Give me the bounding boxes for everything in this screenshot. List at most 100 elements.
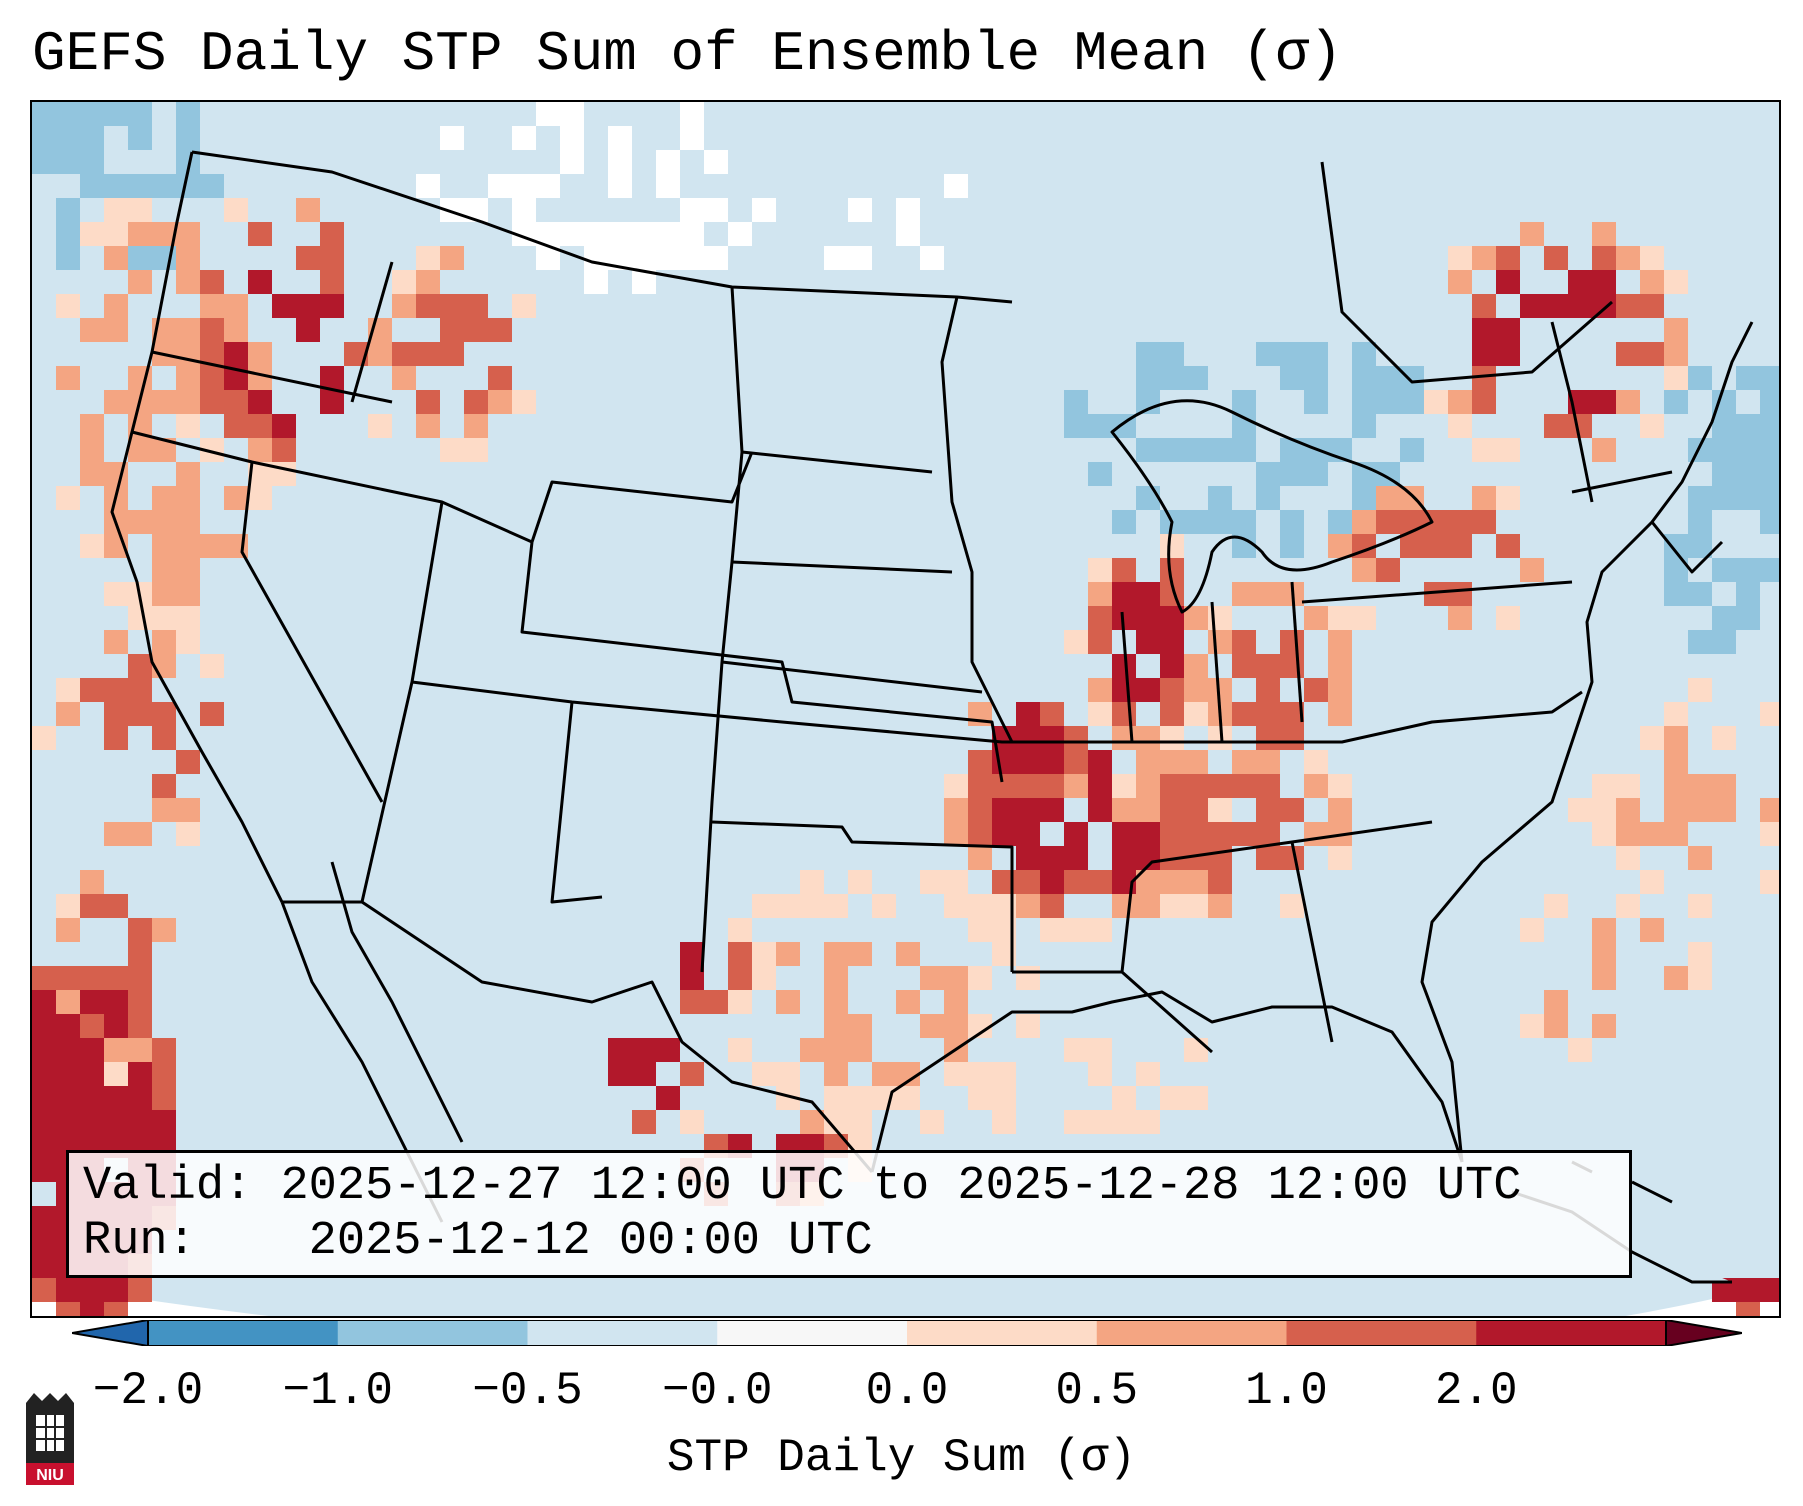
stp-cell	[872, 1062, 896, 1086]
stp-cell	[1112, 1086, 1136, 1110]
stp-cell	[680, 1110, 704, 1134]
stp-cell	[1112, 798, 1136, 822]
stp-cell	[1400, 366, 1424, 390]
stp-cell	[1160, 798, 1184, 822]
stp-cell	[176, 630, 200, 654]
stp-cell	[1640, 918, 1664, 942]
stp-cell	[848, 1014, 872, 1038]
stp-cell	[1400, 438, 1424, 462]
colorbar-bin	[907, 1320, 1098, 1346]
stp-cell	[176, 798, 200, 822]
stp-cell	[152, 510, 176, 534]
stp-cell	[1448, 414, 1472, 438]
stp-cell	[1568, 798, 1592, 822]
stp-cell	[1112, 582, 1136, 606]
stp-cell	[896, 942, 920, 966]
stp-cell	[1232, 822, 1256, 846]
stp-cell	[944, 1014, 968, 1038]
stp-cell	[440, 342, 464, 366]
stp-cell	[152, 534, 176, 558]
stp-cell	[1256, 486, 1280, 510]
stp-cell	[992, 1110, 1016, 1134]
stp-cell	[1184, 894, 1208, 918]
stp-cell	[704, 198, 728, 222]
stp-cell	[1088, 462, 1112, 486]
stp-cell	[728, 990, 752, 1014]
stp-cell	[1472, 342, 1496, 366]
stp-cell	[1592, 822, 1616, 846]
stp-cell	[1088, 606, 1112, 630]
stp-cell	[224, 294, 248, 318]
stp-cell	[824, 942, 848, 966]
stp-cell	[176, 390, 200, 414]
stp-cell	[80, 870, 104, 894]
stp-cell	[1184, 750, 1208, 774]
stp-cell	[1592, 966, 1616, 990]
stp-cell	[824, 894, 848, 918]
stp-cell	[176, 246, 200, 270]
stp-cell	[1016, 726, 1040, 750]
stp-cell	[1496, 342, 1520, 366]
stp-cell	[1016, 822, 1040, 846]
stp-cell	[80, 1278, 104, 1302]
stp-cell	[1280, 510, 1304, 534]
stp-cell	[1616, 846, 1640, 870]
stp-cell	[416, 270, 440, 294]
stp-cell	[1136, 822, 1160, 846]
stp-cell	[200, 366, 224, 390]
stp-cell	[80, 966, 104, 990]
stp-cell	[1640, 870, 1664, 894]
stp-cell	[200, 174, 224, 198]
stp-cell	[1040, 798, 1064, 822]
stp-cell	[1712, 798, 1736, 822]
stp-cell	[176, 486, 200, 510]
stp-cell	[128, 174, 152, 198]
stp-cell	[80, 438, 104, 462]
stp-cell	[848, 1086, 872, 1110]
stp-cell	[1520, 294, 1544, 318]
stp-cell	[1688, 846, 1712, 870]
stp-cell	[296, 246, 320, 270]
stp-cell	[872, 894, 896, 918]
stp-cell	[848, 1038, 872, 1062]
stp-cell	[1136, 678, 1160, 702]
stp-cell	[1232, 390, 1256, 414]
stp-cell	[1544, 990, 1568, 1014]
stp-cell	[1592, 222, 1616, 246]
stp-cell	[1592, 294, 1616, 318]
stp-cell	[1664, 702, 1688, 726]
stp-cell	[896, 990, 920, 1014]
stp-cell	[1616, 294, 1640, 318]
stp-cell	[1088, 678, 1112, 702]
stp-cell	[80, 1302, 104, 1316]
stp-cell	[1328, 606, 1352, 630]
stp-cell	[1760, 390, 1779, 414]
stp-cell	[824, 990, 848, 1014]
stp-cell	[1448, 582, 1472, 606]
stp-cell	[1616, 390, 1640, 414]
stp-cell	[512, 198, 536, 222]
colorbar-bin	[148, 1320, 339, 1346]
stp-cell	[656, 222, 680, 246]
stp-cell	[1688, 366, 1712, 390]
stp-cell	[656, 1086, 680, 1110]
stp-cell	[1256, 654, 1280, 678]
stp-cell	[1592, 246, 1616, 270]
stp-cell	[920, 1110, 944, 1134]
run-label: Run:	[83, 1215, 196, 1268]
stp-cell	[56, 150, 80, 174]
stp-cell	[1280, 798, 1304, 822]
stp-cell	[1592, 774, 1616, 798]
stp-cell	[1448, 534, 1472, 558]
stp-cell	[488, 366, 512, 390]
stp-cell	[1352, 366, 1376, 390]
stp-cell	[848, 246, 872, 270]
stp-cell	[944, 174, 968, 198]
stp-cell	[896, 222, 920, 246]
stp-cell	[1016, 870, 1040, 894]
stp-cell	[848, 198, 872, 222]
stp-cell	[1304, 750, 1328, 774]
stp-cell	[464, 414, 488, 438]
stp-cell	[1304, 678, 1328, 702]
stp-cell	[464, 294, 488, 318]
